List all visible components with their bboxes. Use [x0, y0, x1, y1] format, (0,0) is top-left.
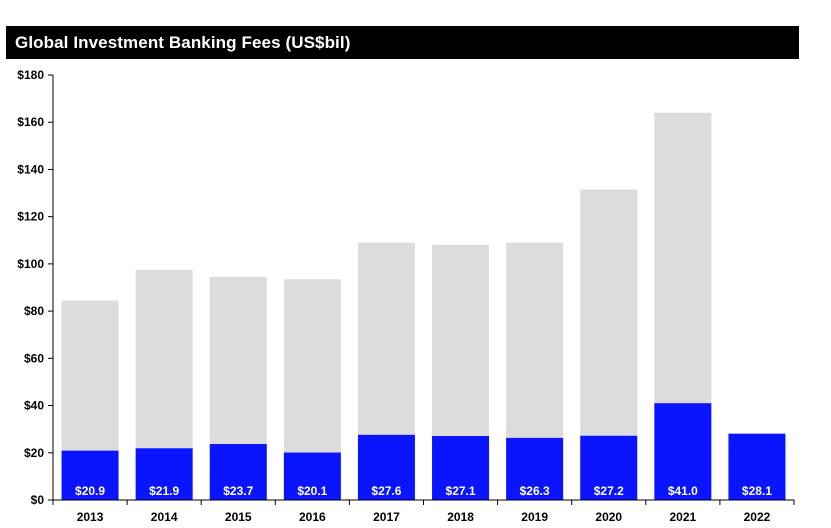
bar-value-2021: [654, 403, 712, 500]
x-tick-label-2017: 2017: [373, 510, 400, 524]
data-label-2018: $27.1: [446, 484, 476, 498]
y-tick-label-160: $160: [17, 115, 44, 129]
y-tick-label-120: $120: [17, 210, 44, 224]
chart-title-bar: Global Investment Banking Fees (US$bil): [6, 26, 799, 59]
x-tick-label-2014: 2014: [151, 510, 178, 524]
x-tick-label-2013: 2013: [77, 510, 104, 524]
data-label-2022: $28.1: [742, 484, 772, 498]
data-label-2019: $26.3: [520, 484, 550, 498]
bar-value-2013: [61, 450, 119, 500]
labels-layer: $20.9 2013 $21.9 2014 $23.7 2015 $20.1 2016 $27.…: [17, 68, 772, 524]
axes-layer: [48, 74, 795, 505]
x-tick-label-2019: 2019: [521, 510, 548, 524]
x-tick-label-2016: 2016: [299, 510, 326, 524]
data-label-2013: $20.9: [75, 484, 105, 498]
x-tick-label-2018: 2018: [447, 510, 474, 524]
y-tick-label-180: $180: [17, 68, 44, 82]
bar-value-2019: [506, 437, 564, 500]
x-tick-label-2020: 2020: [595, 510, 622, 524]
y-tick-label-40: $40: [24, 399, 44, 413]
y-tick-label-80: $80: [24, 304, 44, 318]
chart-title: Global Investment Banking Fees (US$bil): [15, 32, 351, 52]
y-tick-label-140: $140: [17, 162, 44, 176]
bar-value-2015: [209, 444, 267, 500]
bars-layer: [61, 112, 786, 501]
bar-value-2014: [135, 448, 193, 500]
data-label-2021: $41.0: [668, 484, 698, 498]
bar-value-2017: [357, 434, 415, 500]
bar-value-2022: [728, 433, 786, 500]
y-tick-label-60: $60: [24, 351, 44, 365]
x-tick-label-2021: 2021: [669, 510, 696, 524]
y-tick-label-20: $20: [24, 446, 44, 460]
y-tick-label-100: $100: [17, 257, 44, 271]
bar-value-2020: [580, 435, 638, 500]
data-label-2017: $27.6: [371, 484, 401, 498]
bar-value-2018: [432, 436, 490, 500]
bar-value-2016: [283, 452, 341, 500]
data-label-2014: $21.9: [149, 484, 179, 498]
y-tick-label-0: $0: [31, 493, 45, 507]
data-label-2016: $20.1: [297, 484, 327, 498]
x-tick-label-2022: 2022: [744, 510, 771, 524]
x-tick-label-2015: 2015: [225, 510, 252, 524]
data-label-2015: $23.7: [223, 484, 253, 498]
data-label-2020: $27.2: [594, 484, 624, 498]
